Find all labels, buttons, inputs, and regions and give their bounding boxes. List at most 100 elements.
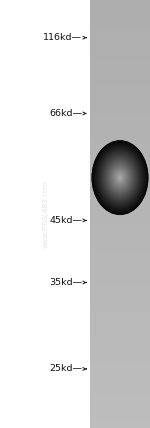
Bar xyxy=(90,382,150,384)
Bar xyxy=(90,34,150,36)
Ellipse shape xyxy=(112,166,128,189)
Bar xyxy=(90,125,150,127)
Bar xyxy=(90,79,150,81)
Bar xyxy=(90,190,150,193)
Bar xyxy=(90,181,150,183)
Ellipse shape xyxy=(104,156,136,199)
Ellipse shape xyxy=(101,153,139,202)
Bar xyxy=(90,146,150,149)
Bar xyxy=(90,171,150,172)
Ellipse shape xyxy=(105,158,135,198)
Bar xyxy=(90,48,150,50)
Bar xyxy=(90,175,150,177)
Bar xyxy=(90,124,150,125)
Bar xyxy=(90,278,150,279)
Bar xyxy=(90,244,150,245)
Bar xyxy=(90,66,150,68)
Bar xyxy=(90,413,150,415)
Bar xyxy=(90,426,150,428)
Bar xyxy=(90,141,150,143)
Bar xyxy=(90,396,150,398)
Ellipse shape xyxy=(99,150,141,205)
Bar xyxy=(90,276,150,278)
Ellipse shape xyxy=(117,174,123,181)
Bar xyxy=(90,38,150,40)
Ellipse shape xyxy=(103,155,137,200)
Bar xyxy=(90,102,150,104)
Bar xyxy=(90,99,150,101)
Bar xyxy=(90,195,150,197)
Ellipse shape xyxy=(102,154,138,201)
Bar xyxy=(90,25,150,27)
Bar xyxy=(90,346,150,348)
Ellipse shape xyxy=(100,152,140,203)
Bar xyxy=(90,158,150,160)
Bar xyxy=(90,61,150,63)
Bar xyxy=(90,299,150,301)
Bar xyxy=(90,313,150,315)
Bar xyxy=(90,81,150,83)
Ellipse shape xyxy=(112,168,128,187)
Bar xyxy=(90,39,150,42)
Bar xyxy=(90,206,150,208)
Ellipse shape xyxy=(95,144,145,211)
Ellipse shape xyxy=(98,148,142,207)
Bar xyxy=(90,308,150,309)
Bar xyxy=(90,412,150,414)
Ellipse shape xyxy=(102,154,138,202)
Bar xyxy=(90,47,150,48)
Bar xyxy=(90,178,150,180)
Bar xyxy=(90,368,150,369)
Ellipse shape xyxy=(94,144,146,211)
Bar xyxy=(90,203,150,205)
Bar xyxy=(90,292,150,294)
Bar xyxy=(90,77,150,78)
Bar xyxy=(90,2,150,4)
Bar xyxy=(90,303,150,305)
Ellipse shape xyxy=(118,175,122,181)
Ellipse shape xyxy=(95,145,145,210)
Bar xyxy=(90,143,150,146)
Bar xyxy=(90,335,150,337)
Bar xyxy=(90,24,150,26)
Bar xyxy=(90,212,150,214)
Bar xyxy=(90,380,150,382)
Bar xyxy=(90,0,150,1)
Bar xyxy=(90,179,150,181)
Bar xyxy=(90,355,150,357)
Ellipse shape xyxy=(101,153,139,202)
Ellipse shape xyxy=(106,160,134,196)
Bar xyxy=(90,156,150,158)
Bar xyxy=(90,333,150,335)
Text: 116kd—: 116kd— xyxy=(43,33,82,42)
Ellipse shape xyxy=(103,156,137,199)
Ellipse shape xyxy=(118,175,122,181)
Bar xyxy=(90,312,150,314)
Bar xyxy=(90,214,150,215)
Ellipse shape xyxy=(114,170,126,185)
Bar xyxy=(90,360,150,363)
Bar xyxy=(90,92,150,94)
Bar xyxy=(90,35,150,37)
Ellipse shape xyxy=(100,152,140,204)
Ellipse shape xyxy=(109,163,131,193)
Ellipse shape xyxy=(116,172,124,183)
Text: www.PTGLAB3.com: www.PTGLAB3.com xyxy=(42,180,48,248)
Ellipse shape xyxy=(104,157,136,198)
Ellipse shape xyxy=(95,145,145,211)
Ellipse shape xyxy=(108,162,132,193)
Ellipse shape xyxy=(102,155,138,201)
Bar xyxy=(90,98,150,100)
Bar xyxy=(90,235,150,237)
Ellipse shape xyxy=(116,172,124,183)
Bar xyxy=(90,95,150,97)
Bar xyxy=(90,305,150,307)
Bar xyxy=(90,275,150,277)
Ellipse shape xyxy=(110,164,130,191)
Bar xyxy=(90,211,150,213)
Bar xyxy=(90,332,150,334)
Ellipse shape xyxy=(92,141,148,214)
Bar xyxy=(90,286,150,288)
Bar xyxy=(90,419,150,421)
Bar xyxy=(90,343,150,345)
